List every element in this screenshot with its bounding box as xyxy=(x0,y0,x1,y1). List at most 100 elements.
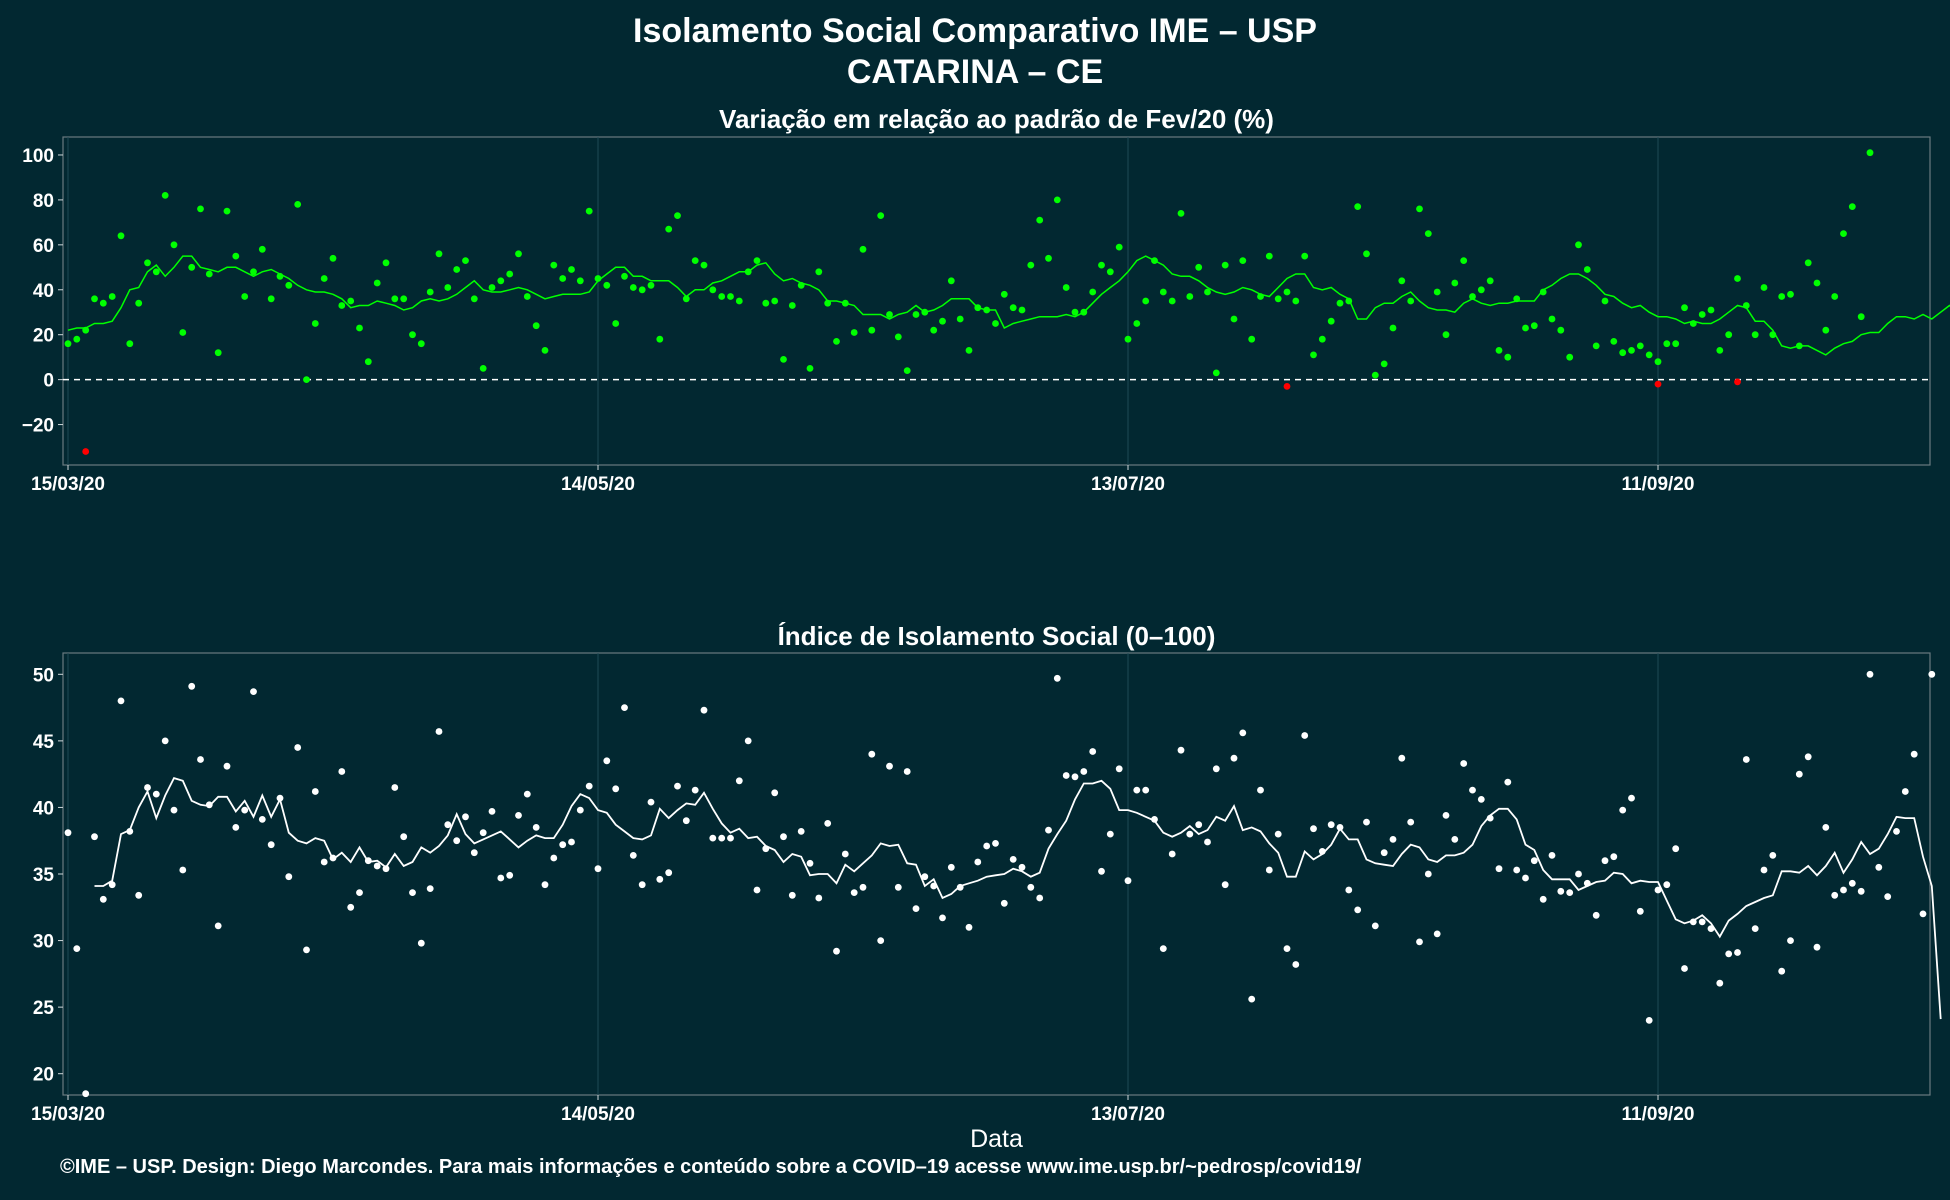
y-tick-label: 35 xyxy=(33,865,55,886)
x-tick-label: 11/09/20 xyxy=(1622,474,1695,495)
plot-frame xyxy=(62,136,1931,466)
y-tick-label: 80 xyxy=(33,191,54,212)
data-point xyxy=(974,858,982,866)
data-point xyxy=(824,820,832,827)
data-point xyxy=(214,922,222,930)
data-point xyxy=(638,881,646,889)
data-point xyxy=(1177,210,1185,217)
data-point xyxy=(1027,261,1035,269)
data-point xyxy=(1601,857,1609,865)
data-point xyxy=(541,881,549,889)
data-point xyxy=(497,277,505,285)
data-point xyxy=(1000,899,1008,907)
data-point xyxy=(665,869,673,877)
data-point xyxy=(1672,340,1680,348)
data-point xyxy=(1159,945,1167,952)
data-point xyxy=(444,284,452,291)
x-tick-label: 13/07/20 xyxy=(1091,474,1165,495)
x-tick-label: 14/05/20 xyxy=(561,1104,635,1125)
data-point xyxy=(930,326,938,334)
data-point xyxy=(1407,818,1415,826)
data-point xyxy=(91,833,98,841)
data-point xyxy=(1778,293,1786,300)
data-point xyxy=(1866,670,1874,678)
data-point xyxy=(285,873,293,881)
data-point xyxy=(170,241,178,249)
data-point xyxy=(170,806,178,814)
data-point xyxy=(488,284,496,291)
data-point xyxy=(727,293,734,300)
data-point xyxy=(223,762,231,770)
data-point xyxy=(356,889,363,896)
data-point xyxy=(1504,353,1512,361)
data-point xyxy=(1469,786,1476,794)
data-point xyxy=(1822,326,1830,334)
y-tick-label: 50 xyxy=(33,665,54,686)
data-point xyxy=(1751,925,1759,932)
data-point xyxy=(1230,754,1238,762)
data-point xyxy=(1442,331,1450,339)
data-point xyxy=(417,340,425,348)
data-point xyxy=(947,277,955,285)
data-point xyxy=(1592,911,1600,919)
data-point xyxy=(629,284,637,291)
data-point xyxy=(197,756,204,763)
y-tick-label: 25 xyxy=(33,998,55,1019)
data-point xyxy=(250,688,257,695)
data-point xyxy=(1601,297,1609,305)
data-point xyxy=(1928,670,1936,678)
data-point xyxy=(1636,342,1644,350)
data-point xyxy=(347,297,355,305)
y-tick-label: 20 xyxy=(33,1065,54,1086)
data-point xyxy=(992,840,999,847)
data-point xyxy=(665,225,673,233)
data-point xyxy=(197,205,204,213)
data-point xyxy=(833,338,840,345)
data-point xyxy=(338,768,346,775)
data-point xyxy=(850,329,858,336)
data-point xyxy=(1124,335,1132,343)
data-point xyxy=(417,939,425,947)
data-point xyxy=(1486,277,1494,285)
data-point xyxy=(1424,870,1432,878)
data-point xyxy=(1742,756,1750,763)
data-point xyxy=(1848,879,1856,887)
data-point xyxy=(603,757,611,765)
data-point xyxy=(188,263,196,271)
data-point xyxy=(1115,765,1123,773)
data-point xyxy=(1274,830,1282,838)
data-point xyxy=(258,245,266,253)
data-point xyxy=(912,905,920,912)
data-point xyxy=(409,889,416,896)
data-point xyxy=(1610,338,1618,345)
data-point xyxy=(1071,308,1079,316)
data-point xyxy=(1636,907,1644,915)
data-point xyxy=(1177,746,1185,754)
data-point xyxy=(1389,324,1397,332)
data-point xyxy=(303,376,310,383)
data-point xyxy=(232,824,240,831)
data-point xyxy=(1062,772,1070,779)
data-point xyxy=(691,257,699,264)
data-point xyxy=(1469,293,1476,300)
data-point xyxy=(621,704,628,711)
data-point xyxy=(1106,830,1114,838)
data-point xyxy=(82,1090,90,1098)
data-point xyxy=(1257,786,1264,794)
data-point xyxy=(108,293,116,300)
data-point xyxy=(1787,290,1794,298)
data-point xyxy=(1734,949,1741,956)
data-point xyxy=(1239,257,1247,264)
data-point xyxy=(1265,252,1273,260)
data-point xyxy=(718,293,726,300)
data-point xyxy=(1884,893,1892,900)
data-point xyxy=(1159,288,1167,296)
negative-data-point xyxy=(1734,378,1741,386)
data-point xyxy=(1575,870,1582,878)
data-point xyxy=(965,347,973,354)
data-point xyxy=(1645,351,1653,359)
chart-title: Isolamento Social Comparativo IME – USP xyxy=(633,12,1317,50)
data-point xyxy=(1301,252,1309,260)
data-point xyxy=(152,268,160,276)
data-point xyxy=(806,859,814,867)
